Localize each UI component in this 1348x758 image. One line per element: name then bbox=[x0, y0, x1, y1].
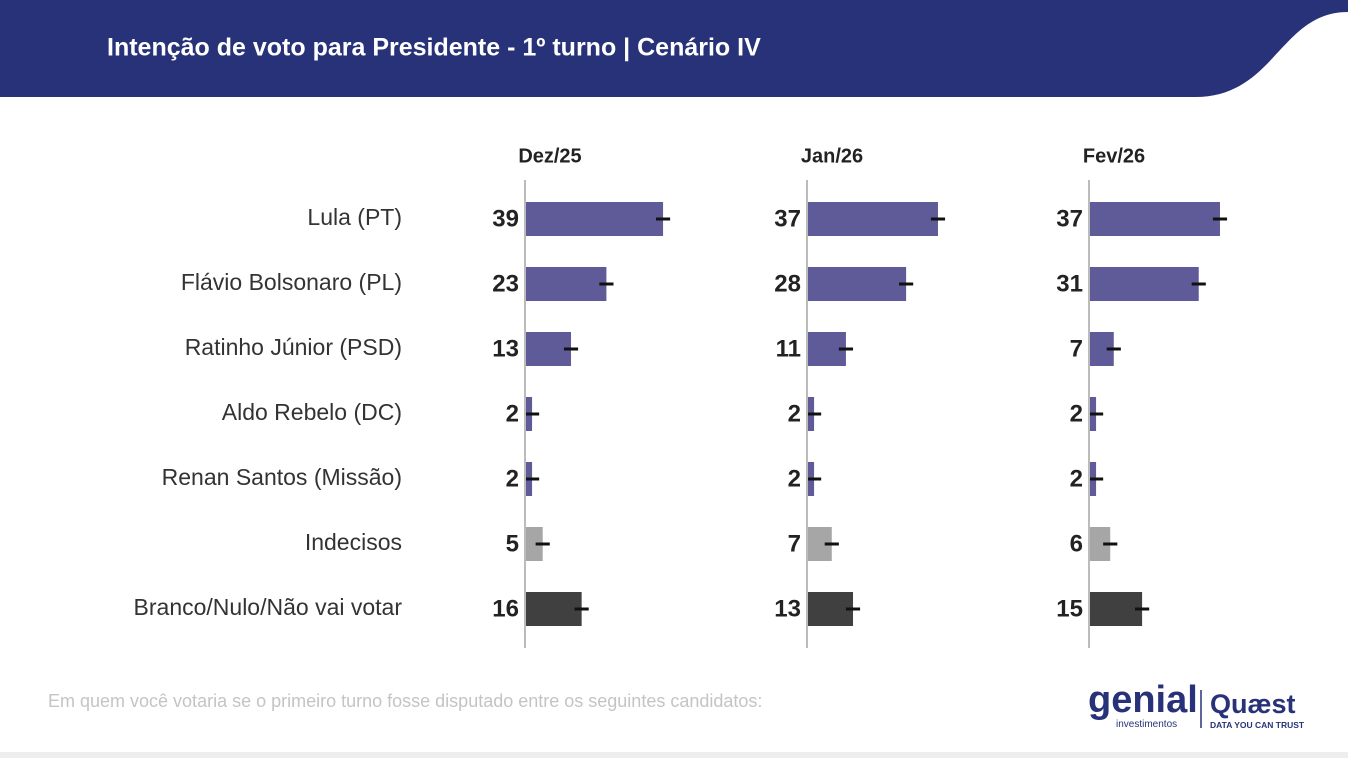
bar bbox=[525, 527, 543, 561]
brand-genial: genial bbox=[1088, 679, 1198, 721]
header-band bbox=[0, 0, 1348, 97]
category-label: Branco/Nulo/Não vai votar bbox=[134, 594, 403, 620]
panel-header: Dez/25 bbox=[518, 145, 581, 167]
value-label: 13 bbox=[774, 595, 801, 622]
footnote: Em quem você votaria se o primeiro turno… bbox=[48, 691, 762, 711]
bar bbox=[1089, 592, 1143, 626]
brand-quaest: Quæst bbox=[1210, 689, 1296, 719]
value-label: 37 bbox=[774, 205, 801, 232]
panel-header: Jan/26 bbox=[801, 145, 863, 167]
bar bbox=[525, 267, 607, 301]
brand-genial-sub: investimentos bbox=[1116, 719, 1177, 730]
bar bbox=[1089, 267, 1199, 301]
value-label: 11 bbox=[776, 335, 801, 362]
bar bbox=[525, 202, 664, 236]
value-label: 2 bbox=[788, 465, 801, 492]
value-label: 31 bbox=[1056, 270, 1083, 297]
bar bbox=[807, 202, 938, 236]
category-label: Flávio Bolsonaro (PL) bbox=[181, 269, 402, 295]
value-label: 15 bbox=[1056, 595, 1083, 622]
value-label: 2 bbox=[506, 465, 519, 492]
bar bbox=[525, 592, 582, 626]
value-label: 2 bbox=[1070, 400, 1083, 427]
value-label: 6 bbox=[1070, 530, 1083, 557]
value-label: 16 bbox=[492, 595, 519, 622]
value-label: 23 bbox=[492, 270, 519, 297]
bar bbox=[525, 332, 572, 366]
value-label: 7 bbox=[1070, 335, 1083, 362]
bar bbox=[1089, 202, 1220, 236]
value-label: 2 bbox=[1070, 465, 1083, 492]
bottom-strip bbox=[0, 752, 1348, 758]
brand-quaest-sub: DATA YOU CAN TRUST bbox=[1210, 720, 1305, 730]
value-label: 13 bbox=[492, 335, 519, 362]
category-label: Aldo Rebelo (DC) bbox=[222, 399, 402, 425]
value-label: 39 bbox=[492, 205, 519, 232]
bar bbox=[807, 267, 907, 301]
bar bbox=[807, 592, 854, 626]
value-label: 7 bbox=[788, 530, 801, 557]
value-label: 28 bbox=[774, 270, 801, 297]
category-label: Indecisos bbox=[305, 529, 402, 555]
panel-header: Fev/26 bbox=[1083, 145, 1145, 167]
category-label: Lula (PT) bbox=[307, 204, 402, 230]
value-label: 2 bbox=[506, 400, 519, 427]
value-label: 2 bbox=[788, 400, 801, 427]
title: Intenção de voto para Presidente - 1º tu… bbox=[107, 34, 761, 62]
bar bbox=[1089, 527, 1111, 561]
category-label: Ratinho Júnior (PSD) bbox=[185, 334, 402, 360]
category-label: Renan Santos (Missão) bbox=[162, 464, 402, 490]
value-label: 5 bbox=[506, 530, 519, 557]
value-label: 37 bbox=[1056, 205, 1083, 232]
